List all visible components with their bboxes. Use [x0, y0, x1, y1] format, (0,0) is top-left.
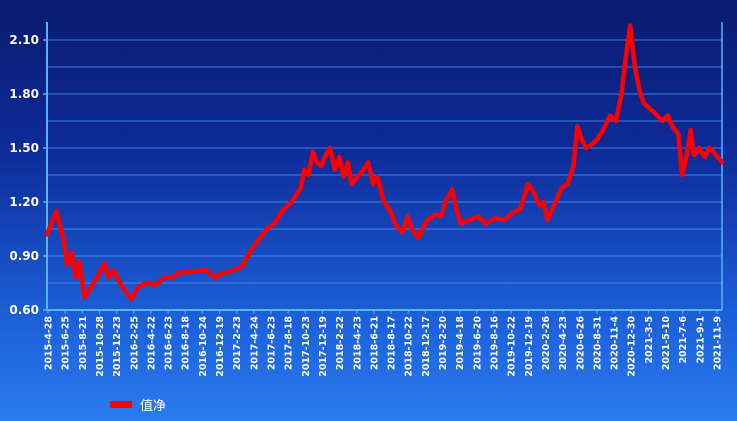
x-tick-label: 2020-8-31: [592, 316, 603, 370]
x-tick-label: 2020-4-23: [558, 316, 569, 370]
x-tick-label: 2017-4-24: [249, 316, 260, 371]
x-tick-label: 2016-10-24: [198, 316, 209, 377]
x-tick-label: 2019-8-16: [490, 316, 501, 371]
x-tick-label: 2017-2-23: [232, 316, 243, 370]
x-tick-label: 2015-10-28: [95, 316, 106, 377]
x-tick-label: 2019-2-20: [438, 316, 449, 371]
x-tick-label: 2017-10-23: [301, 316, 312, 377]
x-tick-label: 2019-12-19: [524, 316, 535, 377]
x-tick-label: 2019-10-22: [507, 316, 518, 377]
x-tick-label: 2017-12-19: [318, 316, 329, 377]
x-tick-label: 2018-8-17: [387, 316, 398, 370]
x-tick-label: 2020-2-26: [541, 316, 552, 371]
series-line-net-value: [44, 23, 725, 302]
x-tick-label: 2018-12-17: [421, 316, 432, 377]
x-tick-label: 2020-12-30: [627, 316, 638, 377]
y-tick-label: 1.50: [9, 141, 39, 155]
x-tick-label: 2015-4-28: [44, 316, 55, 371]
x-tick-label: 2016-6-23: [164, 316, 175, 370]
x-tick-label: 2015-6-25: [61, 316, 72, 370]
x-axis-ticks: 2015-4-28 2015-6-25 2015-8-21 2015-10-28 201…: [44, 310, 724, 377]
x-tick-label: 2020-11-4: [610, 316, 621, 371]
x-tick-label: 2016-4-22: [146, 316, 157, 370]
x-tick-label: 2021-11-9: [713, 316, 724, 370]
legend-swatch: [110, 401, 132, 408]
x-tick-label: 2018-10-22: [404, 316, 415, 377]
x-tick-label: 2021-7-6: [678, 316, 689, 364]
x-tick-label: 2020-6-26: [575, 316, 586, 371]
y-tick-label: 2.10: [9, 33, 39, 47]
grid-lines: [47, 39, 722, 311]
x-tick-label: 2017-6-23: [267, 316, 278, 370]
x-tick-label: 2021-3-5: [644, 316, 655, 364]
x-tick-label: 2016-2-25: [129, 316, 140, 370]
y-tick-label: 0.90: [9, 249, 39, 263]
y-tick-label: 0.60: [9, 303, 39, 317]
y-tick-label: 1.80: [9, 87, 39, 101]
x-tick-label: 2016-12-19: [215, 316, 226, 377]
x-tick-label: 2019-4-18: [455, 316, 466, 371]
x-tick-label: 2018-4-23: [352, 316, 363, 370]
y-axis-ticks: 0.60 0.90 1.20 1.50 1.80 2.10: [9, 33, 47, 317]
x-tick-label: 2018-2-22: [335, 316, 346, 370]
x-tick-label: 2015-12-23: [112, 316, 123, 377]
axes: [46, 22, 723, 311]
x-tick-label: 2015-8-21: [78, 316, 89, 370]
x-tick-label: 2019-6-20: [472, 316, 483, 371]
x-tick-label: 2017-8-18: [284, 316, 295, 371]
x-tick-label: 2016-8-18: [181, 316, 192, 371]
legend: 值净: [110, 398, 166, 414]
x-tick-label: 2018-6-21: [369, 316, 380, 370]
y-tick-label: 1.20: [9, 195, 39, 209]
legend-label: 值净: [140, 398, 166, 414]
series-layer: [44, 23, 725, 302]
x-tick-label: 2021-5-10: [661, 316, 672, 371]
x-tick-label: 2021-9-1: [695, 316, 706, 364]
